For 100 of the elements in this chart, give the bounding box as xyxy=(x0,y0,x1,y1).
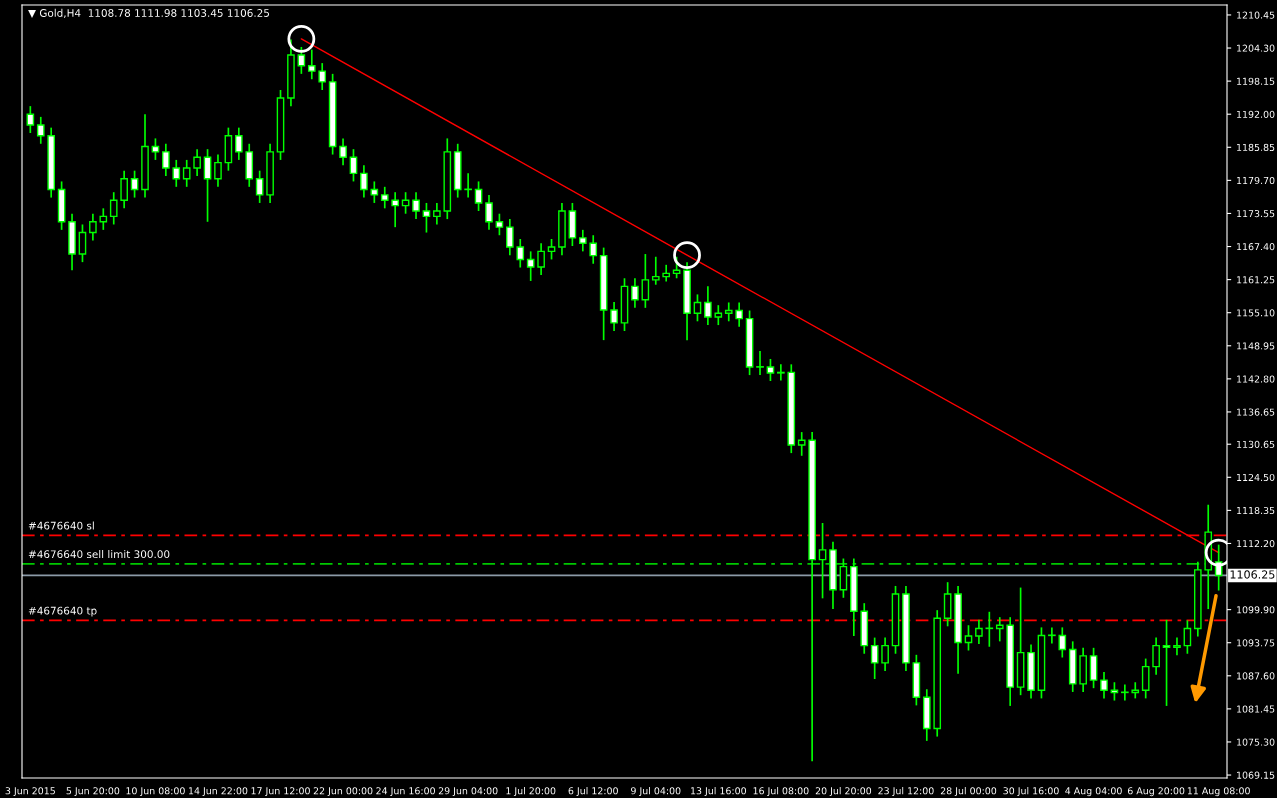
x-tick-label: 30 Jul 16:00 xyxy=(1003,787,1059,797)
candlestick xyxy=(777,363,785,382)
candlestick xyxy=(485,194,493,231)
x-tick-label: 5 Jun 20:00 xyxy=(66,787,120,797)
candlestick xyxy=(537,242,545,276)
x-tick-label: 14 Jun 22:00 xyxy=(189,787,248,797)
x-tick-label: 20 Jul 20:00 xyxy=(815,787,872,797)
candlestick xyxy=(26,105,35,134)
candlestick xyxy=(307,48,316,81)
y-tick-label: 1093.75 xyxy=(1237,639,1275,647)
candlestick xyxy=(214,153,222,188)
candlestick xyxy=(1141,657,1150,700)
candlestick xyxy=(495,212,504,237)
y-tick-label: 1112.20 xyxy=(1237,540,1275,548)
x-tick-label: 16 Jul 08:00 xyxy=(753,787,809,797)
candlestick xyxy=(756,350,764,376)
ref-line-label: #4676640 tp xyxy=(28,606,97,617)
y-tick-label: 1204.30 xyxy=(1237,44,1275,52)
y-tick-label: 1099.90 xyxy=(1237,606,1275,614)
x-tick-label: 22 Jun 00:00 xyxy=(313,787,373,797)
candlestick xyxy=(151,137,160,161)
candlestick xyxy=(651,255,660,286)
candlestick xyxy=(360,164,368,199)
y-tick-label: 1185.85 xyxy=(1237,143,1275,151)
y-tick-label: 1075.30 xyxy=(1237,738,1275,746)
candlestick xyxy=(506,218,514,256)
y-tick-label: 1179.70 xyxy=(1237,176,1275,185)
candlestick xyxy=(641,253,650,309)
x-tick-label: 23 Jul 12:00 xyxy=(878,787,934,797)
x-tick-label: 29 Jun 04:00 xyxy=(438,787,498,797)
candlestick xyxy=(130,169,139,199)
x-tick-label: 1 Jul 20:00 xyxy=(506,787,556,797)
candlestick xyxy=(1131,681,1140,700)
candlestick xyxy=(162,142,170,177)
candlestick xyxy=(349,148,358,183)
x-tick-label: 11 Aug 08:00 xyxy=(1187,787,1250,797)
y-tick-label: 1124.50 xyxy=(1237,473,1275,482)
y-tick-label: 1136.65 xyxy=(1237,408,1275,416)
candlestick xyxy=(120,169,128,210)
candlestick xyxy=(693,293,702,323)
candlestick xyxy=(1100,671,1108,700)
y-tick-label: 1142.80 xyxy=(1237,375,1275,383)
y-tick-label: 1118.35 xyxy=(1237,506,1275,515)
candlestick xyxy=(995,616,1004,643)
candlestick xyxy=(474,180,483,212)
candlestick xyxy=(1152,636,1160,676)
candlestick xyxy=(631,277,639,309)
candlestick xyxy=(516,238,525,269)
y-tick-label: 1173.55 xyxy=(1237,210,1275,218)
y-tick-label: 1130.65 xyxy=(1237,440,1275,448)
x-tick-label: 24 Jun 16:00 xyxy=(376,787,435,797)
candlestick xyxy=(881,636,889,672)
y-tick-label: 1069.15 xyxy=(1237,771,1275,779)
y-tick-label: 1081.45 xyxy=(1237,705,1275,713)
y-tick-label: 1087.60 xyxy=(1237,672,1275,680)
candlestick xyxy=(704,285,712,326)
candlestick xyxy=(370,180,379,204)
chart-title: ▼ Gold,H4 1108.78 1111.98 1103.45 1106.25 xyxy=(28,8,270,19)
x-tick-label: 17 Jun 12:00 xyxy=(251,787,310,797)
candlestick xyxy=(99,207,108,231)
candlestick xyxy=(78,223,87,263)
ref-line-label: #4676640 sl xyxy=(28,521,94,530)
x-tick-label: 9 Jul 04:00 xyxy=(631,787,681,797)
candlestick xyxy=(610,301,618,332)
candlestick xyxy=(1058,626,1067,659)
y-tick-label: 1210.45 xyxy=(1237,11,1275,19)
candlestick xyxy=(234,126,243,161)
candlestick xyxy=(547,238,556,261)
y-tick-label: 1148.95 xyxy=(1237,342,1275,350)
candlestick xyxy=(36,116,45,145)
y-tick-label: 1161.25 xyxy=(1237,276,1275,284)
candlestick xyxy=(422,202,431,234)
x-tick-label: 13 Jul 16:00 xyxy=(691,787,747,797)
candlestick xyxy=(985,610,994,648)
candlestick xyxy=(964,624,973,652)
x-tick-label: 6 Aug 20:00 xyxy=(1127,787,1185,797)
candlestick xyxy=(578,229,587,253)
candlestick xyxy=(380,185,389,210)
candlestick xyxy=(433,202,441,226)
candlestick xyxy=(589,234,598,265)
candlestick xyxy=(975,619,983,645)
candlestick xyxy=(339,137,347,167)
y-tick-label: 1192.00 xyxy=(1237,110,1275,118)
candlestick xyxy=(1173,636,1181,657)
y-tick-label: 1167.40 xyxy=(1237,243,1275,251)
candlestick xyxy=(526,250,535,282)
y-tick-label: 1155.10 xyxy=(1237,309,1275,317)
x-tick-label: 28 Jul 00:00 xyxy=(940,787,997,797)
x-tick-label: 4 Aug 04:00 xyxy=(1065,787,1122,797)
candlestick xyxy=(735,301,743,328)
candlestick xyxy=(255,169,264,204)
candlestick xyxy=(182,159,191,188)
candlestick xyxy=(1162,619,1171,707)
x-tick-label: 10 Jun 08:00 xyxy=(126,787,185,797)
ref-line-label: #4676640 sell limit 300.00 xyxy=(28,550,170,559)
ref-line-label: 1106.25 xyxy=(1230,570,1275,579)
candlestick xyxy=(766,358,775,382)
candlestick xyxy=(724,301,733,323)
candlestick xyxy=(714,304,723,326)
candlestick xyxy=(1048,626,1056,645)
